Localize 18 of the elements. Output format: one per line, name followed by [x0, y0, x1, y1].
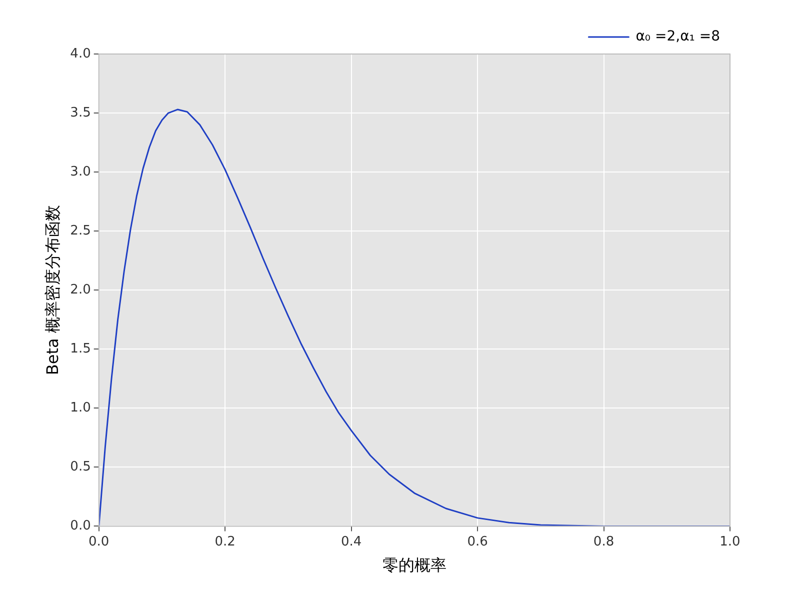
y-tick-label: 0.5	[70, 460, 91, 475]
x-axis-title: 零的概率	[382, 556, 446, 575]
x-tick-label: 0.0	[88, 534, 110, 550]
y-tick-label: 1.0	[70, 400, 91, 416]
y-tick-label: 3.5	[70, 105, 91, 120]
y-tick-label: 2.5	[70, 223, 91, 238]
y-tick-label: 0.0	[70, 518, 91, 534]
y-tick-label: 3.0	[70, 164, 91, 180]
x-tick-label: 1.0	[720, 534, 740, 550]
x-tick-label: 0.4	[340, 534, 362, 550]
y-tick-label: 2.0	[70, 282, 91, 298]
y-tick-label: 4.0	[70, 46, 91, 62]
x-tick-label: 0.8	[593, 534, 614, 550]
legend-label: α₀ =2,α₁ =8	[636, 28, 720, 45]
x-tick-label: 0.6	[467, 534, 488, 550]
y-tick-label: 1.5	[70, 342, 91, 356]
y-axis-title: Beta 概率密度分布函数	[42, 205, 62, 376]
x-tick-label: 0.2	[214, 534, 236, 550]
